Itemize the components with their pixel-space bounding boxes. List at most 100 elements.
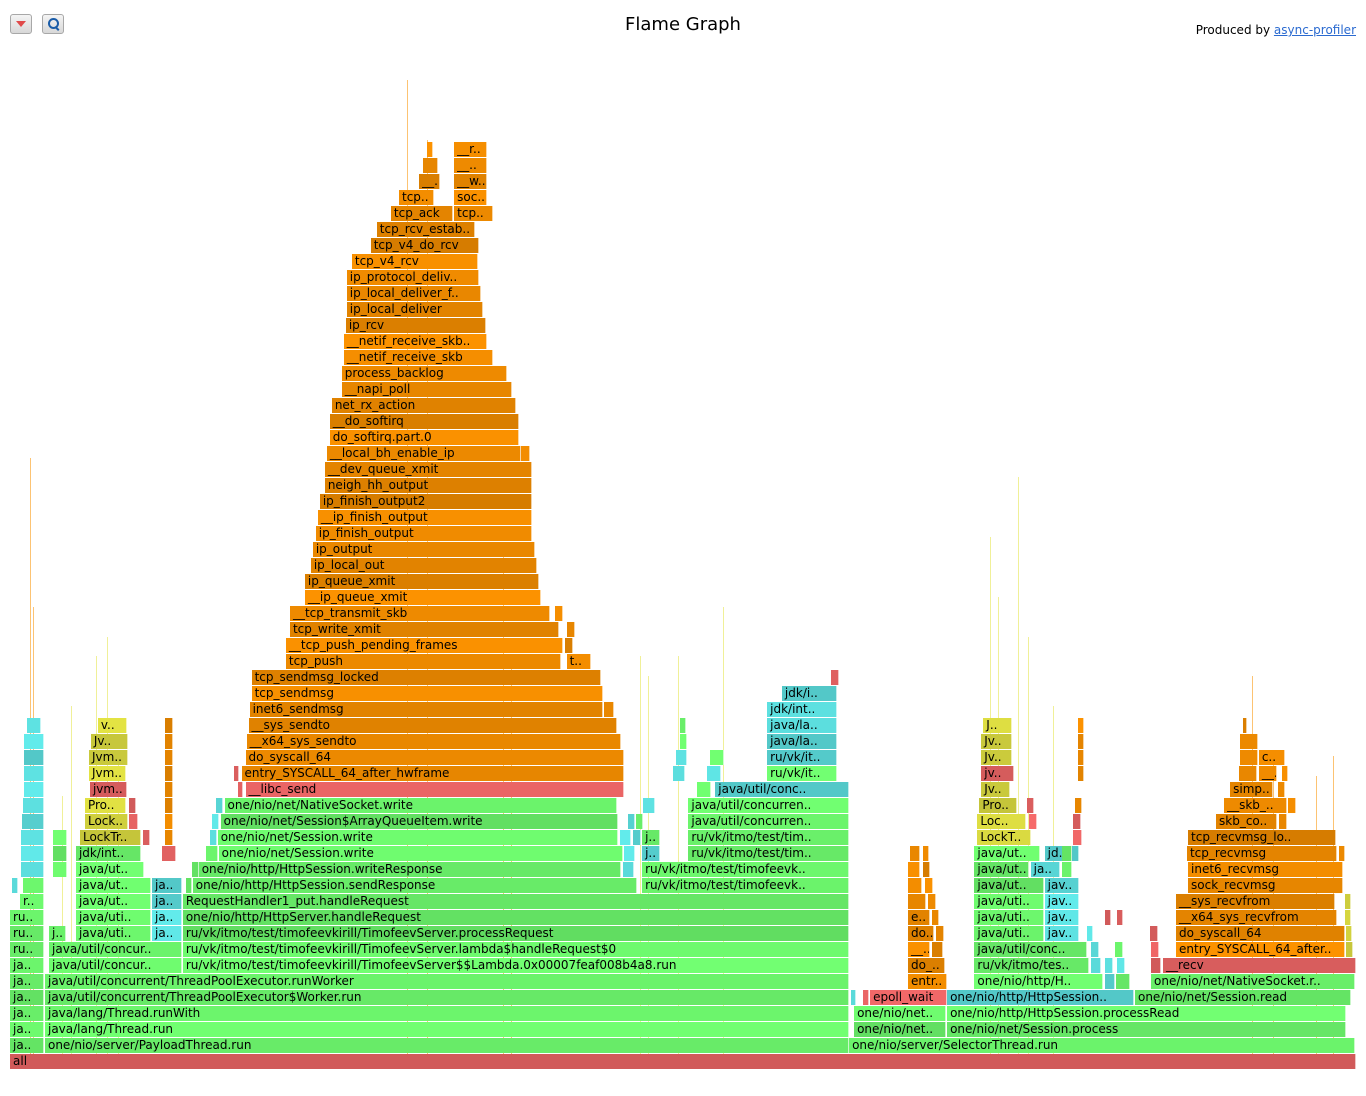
stack-frame[interactable]: java/la..	[767, 718, 838, 733]
stack-frame[interactable]	[1090, 958, 1101, 973]
stack-frame[interactable]	[936, 926, 945, 941]
stack-frame[interactable]: ja..	[10, 974, 44, 989]
stack-frame[interactable]: __..	[1258, 766, 1277, 781]
stack-frame[interactable]: ip_rcv	[345, 318, 487, 333]
stack-frame[interactable]: ru..	[10, 942, 44, 957]
async-profiler-link[interactable]: async-profiler	[1273, 23, 1356, 37]
stack-frame[interactable]: ja..	[10, 1022, 44, 1037]
stack-frame[interactable]: entry_SYSCALL_64_after_hwframe	[241, 766, 624, 781]
stack-frame[interactable]: tcp..	[398, 190, 434, 205]
stack-frame[interactable]: __sys_sendto	[248, 718, 617, 733]
stack-frame[interactable]	[680, 718, 687, 733]
stack-frame[interactable]	[710, 750, 725, 765]
stack-frame[interactable]: __local_bh_enable_ip	[326, 446, 521, 461]
stack-frame[interactable]	[128, 798, 136, 813]
search-button[interactable]	[42, 14, 64, 34]
stack-frame[interactable]	[1240, 734, 1259, 749]
stack-frame[interactable]	[707, 766, 722, 781]
stack-frame[interactable]	[1346, 942, 1353, 957]
stack-frame[interactable]: java/uti..	[75, 910, 151, 925]
stack-frame[interactable]: __ip_queue_xmit	[304, 590, 541, 605]
stack-frame[interactable]	[908, 894, 927, 909]
stack-frame[interactable]	[565, 638, 574, 653]
stack-frame[interactable]: ip_local_out	[310, 558, 537, 573]
stack-frame[interactable]: one/nio/http/HttpSession.writeResponse	[198, 862, 622, 877]
stack-frame[interactable]: java/la..	[767, 734, 838, 749]
stack-frame[interactable]: __x64_sys_recvfrom	[1176, 910, 1337, 925]
stack-frame[interactable]: r..	[19, 894, 44, 909]
stack-frame[interactable]	[1077, 766, 1084, 781]
stack-frame[interactable]	[1151, 942, 1160, 957]
stack-frame[interactable]	[1278, 782, 1286, 797]
stack-frame[interactable]	[932, 910, 939, 925]
stack-frame[interactable]: ja..	[10, 990, 44, 1005]
stack-frame[interactable]: __..	[419, 174, 441, 189]
stack-frame[interactable]	[619, 830, 631, 845]
stack-frame[interactable]	[831, 670, 840, 685]
stack-frame[interactable]	[164, 782, 173, 797]
stack-frame[interactable]: ja..	[152, 894, 183, 909]
stack-frame[interactable]	[1240, 750, 1259, 765]
stack-frame[interactable]	[423, 158, 439, 173]
stack-frame[interactable]: one/nio/net..	[854, 1022, 946, 1037]
stack-frame[interactable]	[1061, 862, 1072, 877]
stack-frame[interactable]: LockT..	[977, 830, 1031, 845]
stack-frame[interactable]: net_rx_action	[331, 398, 516, 413]
stack-frame[interactable]: java/util/conc..	[715, 782, 849, 797]
stack-frame[interactable]: Jvm..	[89, 750, 129, 765]
stack-frame[interactable]: java/util/concurren..	[688, 814, 849, 829]
stack-frame[interactable]: java/ut..	[974, 862, 1030, 877]
stack-frame[interactable]: ip_finish_output	[315, 526, 532, 541]
stack-frame[interactable]: ip_local_deliver_f..	[346, 286, 482, 301]
stack-frame[interactable]	[908, 862, 921, 877]
stack-frame[interactable]: __tcp_push_pending_frames	[285, 638, 563, 653]
stack-frame[interactable]: Jv..	[981, 734, 1013, 749]
stack-frame[interactable]: one/nio/net..	[854, 1006, 946, 1021]
stack-frame[interactable]: java/lang/Thread.runWith	[44, 1006, 849, 1021]
stack-frame[interactable]: jv..	[981, 766, 1015, 781]
stack-frame[interactable]: one/nio/server/SelectorThread.run	[849, 1038, 1355, 1053]
stack-frame[interactable]	[233, 766, 239, 781]
stack-frame[interactable]: neigh_hh_output	[324, 478, 532, 493]
stack-frame[interactable]: ru/vk/itmo/test/timofeevk..	[642, 862, 849, 877]
stack-frame[interactable]	[680, 734, 688, 749]
stack-frame[interactable]	[164, 734, 173, 749]
stack-frame[interactable]	[209, 830, 217, 845]
stack-frame[interactable]: j..	[642, 846, 661, 861]
stack-frame[interactable]	[555, 606, 564, 621]
stack-frame[interactable]	[205, 846, 218, 861]
stack-frame[interactable]: tcp..	[454, 206, 494, 221]
stack-frame[interactable]: jav..	[1044, 878, 1079, 893]
stack-frame[interactable]	[164, 750, 173, 765]
stack-frame[interactable]	[851, 990, 857, 1005]
stack-frame[interactable]	[21, 830, 44, 845]
stack-frame[interactable]: tcp_write_xmit	[289, 622, 560, 637]
stack-frame[interactable]	[1238, 766, 1257, 781]
stack-frame[interactable]: __napi_poll	[341, 382, 512, 397]
stack-frame[interactable]: tcp_sendmsg	[251, 686, 603, 701]
stack-frame[interactable]	[1115, 974, 1130, 989]
stack-frame[interactable]: jav..	[1044, 926, 1079, 941]
stack-frame[interactable]: __libc_send	[245, 782, 624, 797]
stack-frame[interactable]	[1114, 942, 1123, 957]
stack-frame[interactable]: c..	[1258, 750, 1285, 765]
stack-frame[interactable]	[211, 814, 219, 829]
stack-frame[interactable]	[1116, 958, 1125, 973]
stack-frame[interactable]: java/uti..	[974, 926, 1045, 941]
stack-frame[interactable]	[161, 846, 176, 861]
stack-frame[interactable]	[642, 798, 655, 813]
stack-frame[interactable]	[932, 942, 943, 957]
stack-frame[interactable]	[185, 878, 192, 893]
stack-frame[interactable]	[908, 878, 923, 893]
stack-frame[interactable]	[191, 862, 199, 877]
stack-frame[interactable]: process_backlog	[341, 366, 507, 381]
stack-frame[interactable]	[1077, 734, 1084, 749]
stack-frame[interactable]	[922, 862, 930, 877]
stack-frame[interactable]: ru/vk/itmo/test/timofeevkirill/TimofeevS…	[182, 942, 849, 957]
stack-frame[interactable]: v..	[97, 718, 127, 733]
stack-frame[interactable]: __skb_..	[1224, 798, 1288, 813]
stack-frame[interactable]: ip_protocol_deliv..	[346, 270, 480, 285]
stack-frame[interactable]: __netif_receive_skb	[343, 350, 494, 365]
stack-frame[interactable]: one/nio/http/HttpServer.handleRequest	[182, 910, 849, 925]
stack-frame[interactable]: one/nio/http/H..	[974, 974, 1104, 989]
